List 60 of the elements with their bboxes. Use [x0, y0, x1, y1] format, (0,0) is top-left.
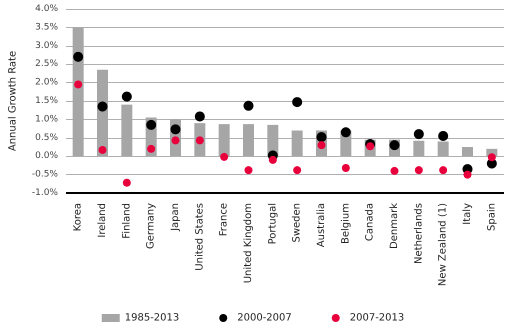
point — [146, 120, 156, 130]
x-tick-label: Netherlands — [413, 203, 424, 264]
legend-label: 2007-2013 — [350, 312, 404, 324]
point — [414, 166, 423, 174]
point — [268, 156, 277, 164]
x-tick-label: Spain — [486, 203, 498, 231]
x-tick-label: Germany — [146, 202, 157, 249]
x-tick-label: Portugal — [267, 203, 278, 244]
x-tick-label: Canada — [364, 203, 376, 242]
y-tick-label: 2.5% — [35, 59, 58, 70]
y-tick-label: 3.5% — [35, 22, 58, 32]
point — [293, 166, 302, 174]
legend-label: 2000-2007 — [237, 312, 292, 324]
point — [122, 92, 132, 102]
x-tick-label: Korea — [72, 203, 84, 232]
point — [316, 132, 326, 142]
y-tick-label: 1.0% — [35, 114, 58, 124]
x-tick-label: United States — [194, 203, 206, 271]
point — [73, 52, 84, 62]
y-tick-label: -0.5% — [32, 170, 58, 180]
y-tick-label: 1.5% — [35, 96, 58, 106]
point — [98, 102, 108, 112]
y-axis-title: Annual Growth Rate — [8, 50, 18, 152]
point — [438, 130, 448, 141]
x-tick-label: New Zealand (1) — [438, 202, 449, 286]
y-tick-label: 0.0% — [35, 151, 58, 162]
point — [414, 129, 424, 140]
point — [122, 178, 131, 187]
y-tick-label: 3.0% — [35, 40, 58, 51]
point — [74, 80, 82, 88]
point — [147, 144, 156, 153]
point — [244, 166, 252, 174]
x-tick-label: Japan — [170, 203, 181, 232]
x-tick-label: Belgium — [340, 203, 352, 244]
point — [220, 152, 228, 161]
point — [98, 146, 106, 154]
y-tick-label: -1.0% — [32, 188, 58, 198]
point — [390, 166, 398, 175]
point — [342, 164, 350, 172]
x-tick-label: Sweden — [292, 203, 303, 243]
legend-label: 1985-2013 — [124, 312, 180, 324]
point — [464, 170, 472, 179]
x-tick-label: Australia — [316, 203, 327, 248]
point — [488, 153, 496, 162]
x-tick-label: Ireland — [97, 203, 108, 238]
point — [194, 111, 205, 122]
x-tick-label: Italy — [462, 202, 473, 225]
y-tick-label: 0.5% — [35, 132, 58, 143]
x-tick-label: Denmark — [389, 202, 400, 249]
x-tick-label: United Kingdom — [243, 203, 254, 284]
point — [172, 136, 180, 144]
x-tick-label: France — [218, 203, 230, 236]
point — [340, 127, 351, 138]
y-tick-label: 2.0% — [35, 78, 58, 88]
point — [439, 166, 448, 174]
point — [170, 124, 180, 134]
x-tick-label: Finland — [121, 203, 132, 239]
point — [244, 100, 254, 111]
point — [292, 97, 302, 108]
y-tick-label: 4.0% — [35, 4, 58, 14]
